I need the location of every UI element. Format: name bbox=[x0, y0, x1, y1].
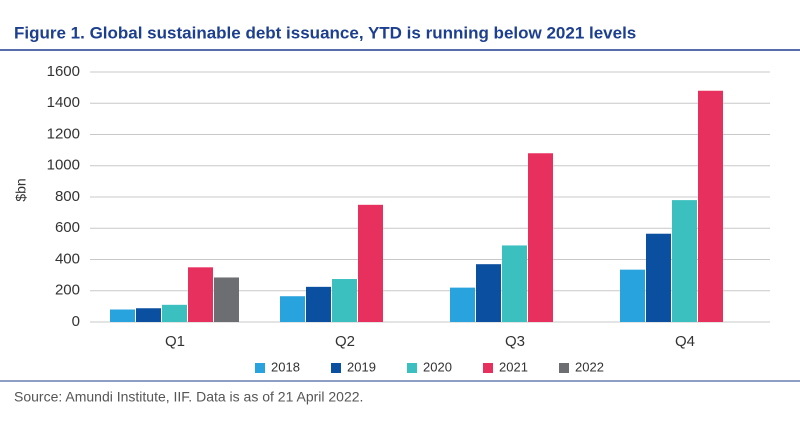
bar bbox=[214, 277, 239, 322]
legend-label: 2019 bbox=[347, 359, 376, 374]
legend-swatch bbox=[559, 363, 569, 373]
legend-swatch bbox=[255, 363, 265, 373]
bar bbox=[502, 245, 527, 322]
bar bbox=[162, 304, 187, 322]
y-tick-label: 600 bbox=[55, 219, 80, 236]
legend-label: 2020 bbox=[423, 359, 452, 374]
x-tick-label: Q1 bbox=[165, 333, 185, 350]
bar bbox=[280, 296, 305, 322]
legend-label: 2021 bbox=[499, 359, 528, 374]
bar bbox=[358, 204, 383, 322]
legend-label: 2022 bbox=[575, 359, 604, 374]
legend-label: 2018 bbox=[271, 359, 300, 374]
y-tick-label: 800 bbox=[55, 188, 80, 205]
bar bbox=[528, 153, 553, 322]
bar bbox=[672, 200, 697, 322]
bar bbox=[306, 286, 331, 322]
x-tick-label: Q3 bbox=[505, 333, 525, 350]
x-tick-label: Q2 bbox=[335, 333, 355, 350]
y-tick-label: 1000 bbox=[47, 157, 80, 174]
bar bbox=[110, 309, 135, 322]
y-tick-label: 0 bbox=[72, 313, 80, 330]
chart-title: Figure 1. Global sustainable debt issuan… bbox=[14, 23, 636, 42]
y-axis-label: $bn bbox=[13, 178, 29, 201]
bar bbox=[620, 269, 645, 322]
bar bbox=[646, 233, 671, 322]
legend-swatch bbox=[483, 363, 493, 373]
bar bbox=[332, 279, 357, 322]
y-tick-label: 200 bbox=[55, 282, 80, 299]
y-tick-label: 1200 bbox=[47, 125, 80, 142]
bar bbox=[136, 308, 161, 322]
y-tick-label: 1600 bbox=[47, 63, 80, 80]
legend-swatch bbox=[407, 363, 417, 373]
legend-swatch bbox=[331, 363, 341, 373]
x-tick-label: Q4 bbox=[675, 333, 695, 350]
bar bbox=[698, 90, 723, 322]
y-tick-label: 400 bbox=[55, 250, 80, 267]
y-tick-label: 1400 bbox=[47, 94, 80, 111]
source-note: Source: Amundi Institute, IIF. Data is a… bbox=[14, 389, 363, 405]
bar bbox=[188, 267, 213, 322]
bar bbox=[476, 264, 501, 322]
bar bbox=[450, 287, 475, 322]
